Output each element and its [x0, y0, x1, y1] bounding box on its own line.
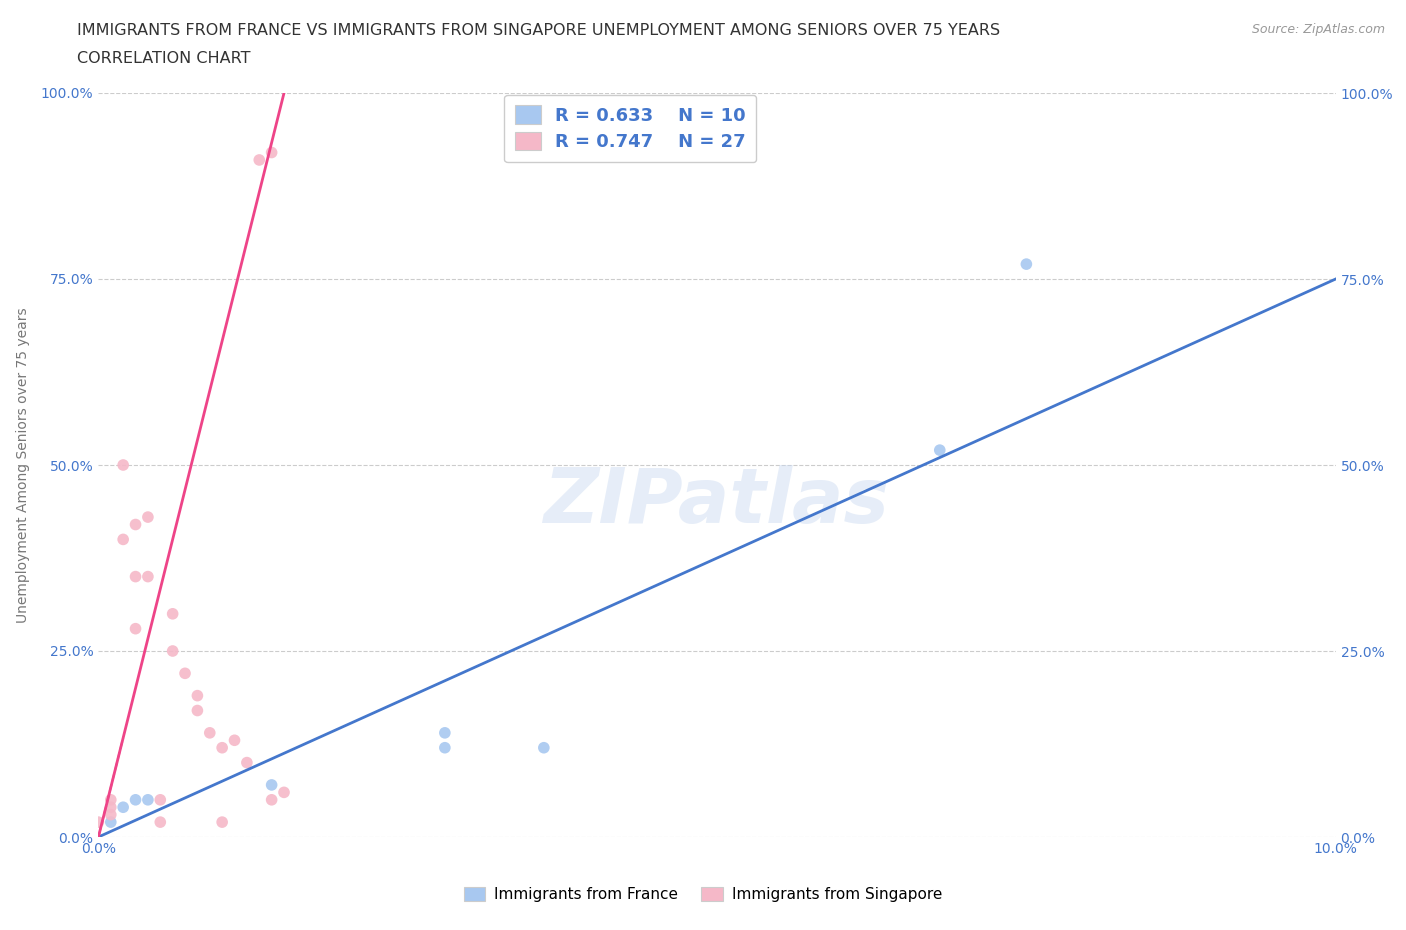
Point [273, 785, 295, 800]
Point [112, 800, 135, 815]
Point [136, 792, 159, 807]
Point [112, 458, 135, 472]
Point [174, 666, 197, 681]
Point [136, 510, 159, 525]
Point [198, 725, 221, 740]
Point [260, 777, 283, 792]
Text: IMMIGRANTS FROM FRANCE VS IMMIGRANTS FROM SINGAPORE UNEMPLOYMENT AMONG SENIORS O: IMMIGRANTS FROM FRANCE VS IMMIGRANTS FRO… [77, 23, 1001, 38]
Point [247, 153, 270, 167]
Point [162, 606, 184, 621]
Legend: Immigrants from France, Immigrants from Singapore: Immigrants from France, Immigrants from … [458, 881, 948, 909]
Point [1015, 257, 1038, 272]
Point [186, 703, 208, 718]
Point [100, 792, 122, 807]
Point [124, 517, 146, 532]
Point [149, 792, 172, 807]
Point [100, 800, 122, 815]
Point [162, 644, 184, 658]
Point [433, 740, 456, 755]
Legend: R = 0.633    N = 10, R = 0.747    N = 27: R = 0.633 N = 10, R = 0.747 N = 27 [505, 95, 756, 162]
Point [124, 792, 146, 807]
Point [211, 740, 233, 755]
Text: CORRELATION CHART: CORRELATION CHART [77, 51, 250, 66]
Point [433, 725, 456, 740]
Point [136, 569, 159, 584]
Y-axis label: Unemployment Among Seniors over 75 years: Unemployment Among Seniors over 75 years [15, 307, 30, 623]
Point [124, 621, 146, 636]
Point [928, 443, 950, 458]
Point [236, 755, 259, 770]
Point [149, 815, 172, 830]
Point [100, 815, 122, 830]
Point [260, 145, 283, 160]
Point [100, 807, 122, 822]
Text: ZIPatlas: ZIPatlas [544, 465, 890, 539]
Point [87, 815, 110, 830]
Point [224, 733, 246, 748]
Point [112, 532, 135, 547]
Point [186, 688, 208, 703]
Text: Source: ZipAtlas.com: Source: ZipAtlas.com [1251, 23, 1385, 36]
Point [533, 740, 555, 755]
Point [260, 792, 283, 807]
Point [124, 569, 146, 584]
Point [211, 815, 233, 830]
